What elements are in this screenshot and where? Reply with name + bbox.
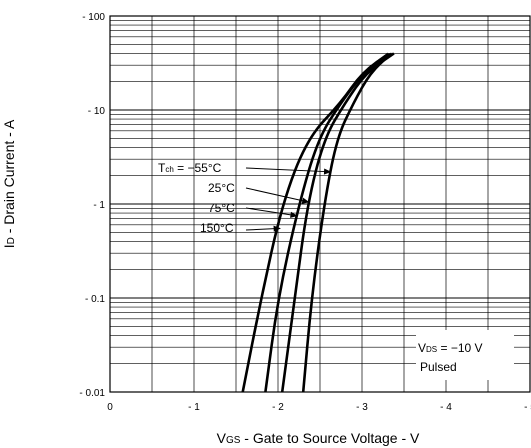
- arrow-head: [301, 197, 310, 204]
- label-75c: 75°C: [208, 201, 235, 215]
- x-tick-label: - 5: [524, 402, 531, 413]
- series-line-2: [264, 52, 393, 393]
- y-tick-label: - 100: [82, 12, 105, 23]
- series-line-1: [280, 52, 395, 393]
- y-tick-label: - 0.01: [79, 388, 105, 399]
- x-tick-label: - 1: [188, 402, 200, 413]
- series-line-3: [241, 52, 390, 393]
- annotation-arrow: [245, 187, 309, 203]
- x-tick-label: - 2: [272, 402, 284, 413]
- y-tick-label: - 0.1: [85, 294, 105, 305]
- y-tick-label: - 1: [93, 200, 105, 211]
- tick-labels: 0 - 1 - 2 - 3 - 4 - 5 - 0.01 - 0.1 - 1 - 10 - 100: [79, 12, 531, 413]
- x-tick-label: 0: [107, 402, 113, 413]
- label-25c: 25°C: [208, 181, 235, 195]
- tch-label: Tch = −55°C: [158, 161, 222, 175]
- annotation-arrow: [245, 207, 297, 217]
- arrow-head: [273, 225, 281, 232]
- arrow-head: [290, 211, 298, 218]
- arrow-head: [323, 168, 332, 175]
- series-line-0: [301, 52, 393, 393]
- annotation-arrows: [245, 167, 332, 232]
- y-axis-label: ID - Drain Current - A: [1, 119, 17, 248]
- plot-frame: [109, 15, 531, 393]
- x-tick-label: - 3: [356, 402, 368, 413]
- series-group: [241, 52, 395, 393]
- pulsed-condition: Pulsed: [420, 360, 457, 374]
- annotation-arrow: [245, 167, 331, 173]
- y-tick-label: - 10: [88, 106, 106, 117]
- vds-condition: VDS = −10 V: [418, 341, 483, 355]
- x-axis-label: VGS - Gate to Source Voltage - V: [217, 430, 420, 446]
- x-tick-label: - 4: [440, 402, 452, 413]
- condition-box: [416, 330, 514, 380]
- label-150c: 150°C: [200, 221, 234, 235]
